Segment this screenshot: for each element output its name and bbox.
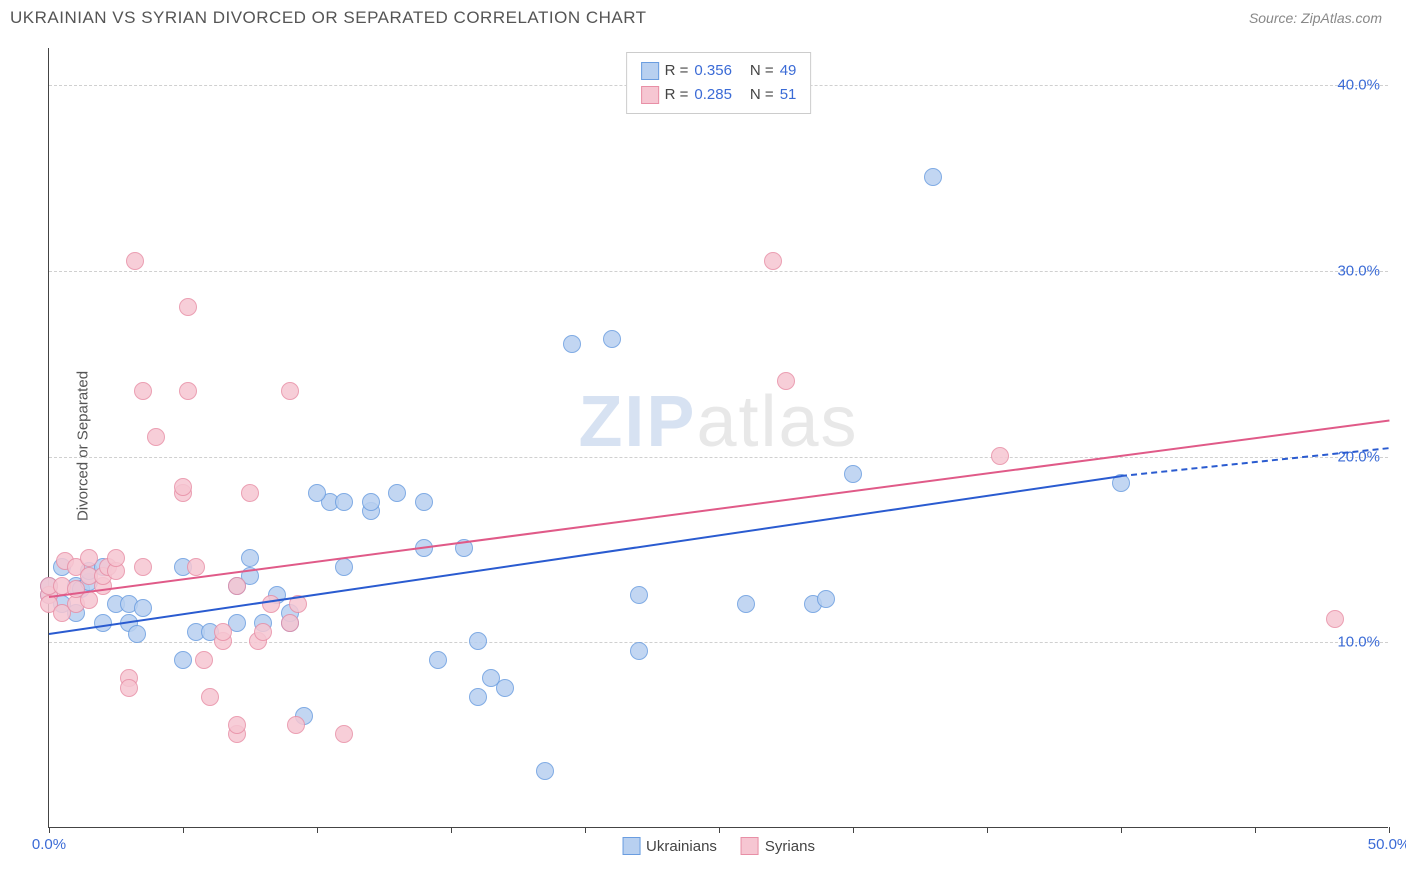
x-tick <box>853 827 854 833</box>
legend-row: R = 0.356N = 49 <box>641 59 797 83</box>
scatter-point <box>147 428 165 446</box>
legend-swatch <box>741 837 759 855</box>
r-value: 0.285 <box>694 83 732 107</box>
header: UKRAINIAN VS SYRIAN DIVORCED OR SEPARATE… <box>0 0 1406 32</box>
x-tick-label: 0.0% <box>32 836 66 853</box>
x-tick <box>183 827 184 833</box>
source-label: Source: ZipAtlas.com <box>1249 10 1382 26</box>
scatter-point <box>777 372 795 390</box>
scatter-point <box>94 614 112 632</box>
legend-label: Syrians <box>765 838 815 855</box>
scatter-point <box>228 716 246 734</box>
legend-item: Syrians <box>741 837 815 855</box>
y-tick-label: 40.0% <box>1337 77 1380 94</box>
scatter-point <box>241 484 259 502</box>
x-tick <box>1121 827 1122 833</box>
scatter-point <box>630 642 648 660</box>
scatter-point <box>469 688 487 706</box>
scatter-point <box>201 688 219 706</box>
legend-label: Ukrainians <box>646 838 717 855</box>
scatter-point <box>362 493 380 511</box>
scatter-point <box>1326 610 1344 628</box>
scatter-point <box>80 549 98 567</box>
scatter-point <box>469 632 487 650</box>
scatter-point <box>179 382 197 400</box>
scatter-point <box>496 679 514 697</box>
x-tick <box>987 827 988 833</box>
x-tick <box>451 827 452 833</box>
legend-swatch <box>622 837 640 855</box>
x-tick-label: 50.0% <box>1368 836 1406 853</box>
trend-line <box>49 475 1121 635</box>
scatter-point <box>228 577 246 595</box>
scatter-point <box>388 484 406 502</box>
scatter-point <box>429 651 447 669</box>
scatter-point <box>134 599 152 617</box>
scatter-point <box>128 625 146 643</box>
x-tick <box>719 827 720 833</box>
series-legend: Ukrainians Syrians <box>622 837 815 855</box>
scatter-point <box>262 595 280 613</box>
legend-swatch <box>641 62 659 80</box>
watermark: ZIPatlas <box>578 381 858 463</box>
scatter-point <box>563 335 581 353</box>
x-tick <box>585 827 586 833</box>
scatter-point <box>536 762 554 780</box>
scatter-point <box>120 679 138 697</box>
gridline <box>49 457 1388 458</box>
scatter-point <box>924 168 942 186</box>
scatter-point <box>764 252 782 270</box>
scatter-point <box>281 614 299 632</box>
scatter-point <box>630 586 648 604</box>
scatter-point <box>335 725 353 743</box>
trend-line <box>49 419 1389 597</box>
chart-area: ZIPatlas 10.0%20.0%30.0%40.0%0.0%50.0%R … <box>48 48 1388 828</box>
scatter-point <box>281 382 299 400</box>
scatter-point <box>241 549 259 567</box>
y-tick-label: 30.0% <box>1337 262 1380 279</box>
scatter-point <box>134 558 152 576</box>
n-value: 49 <box>780 59 797 83</box>
correlation-legend: R = 0.356N = 49R = 0.285N = 51 <box>626 52 812 114</box>
x-tick <box>1389 827 1390 833</box>
scatter-point <box>134 382 152 400</box>
scatter-point <box>174 651 192 669</box>
scatter-point <box>254 623 272 641</box>
scatter-point <box>195 651 213 669</box>
n-value: 51 <box>780 83 797 107</box>
scatter-point <box>187 558 205 576</box>
scatter-point <box>287 716 305 734</box>
scatter-point <box>308 484 326 502</box>
x-tick <box>1255 827 1256 833</box>
scatter-point <box>844 465 862 483</box>
chart-title: UKRAINIAN VS SYRIAN DIVORCED OR SEPARATE… <box>10 8 647 28</box>
scatter-point <box>603 330 621 348</box>
scatter-point <box>80 591 98 609</box>
scatter-point <box>335 558 353 576</box>
gridline <box>49 271 1388 272</box>
scatter-point <box>179 298 197 316</box>
legend-row: R = 0.285N = 51 <box>641 83 797 107</box>
legend-item: Ukrainians <box>622 837 717 855</box>
scatter-point <box>817 590 835 608</box>
r-value: 0.356 <box>694 59 732 83</box>
scatter-point <box>107 549 125 567</box>
y-tick-label: 10.0% <box>1337 634 1380 651</box>
x-tick <box>49 827 50 833</box>
scatter-point <box>126 252 144 270</box>
x-tick <box>317 827 318 833</box>
legend-swatch <box>641 86 659 104</box>
scatter-point <box>415 493 433 511</box>
scatter-point <box>335 493 353 511</box>
scatter-point <box>737 595 755 613</box>
scatter-point <box>991 447 1009 465</box>
scatter-point <box>214 623 232 641</box>
scatter-point <box>174 478 192 496</box>
